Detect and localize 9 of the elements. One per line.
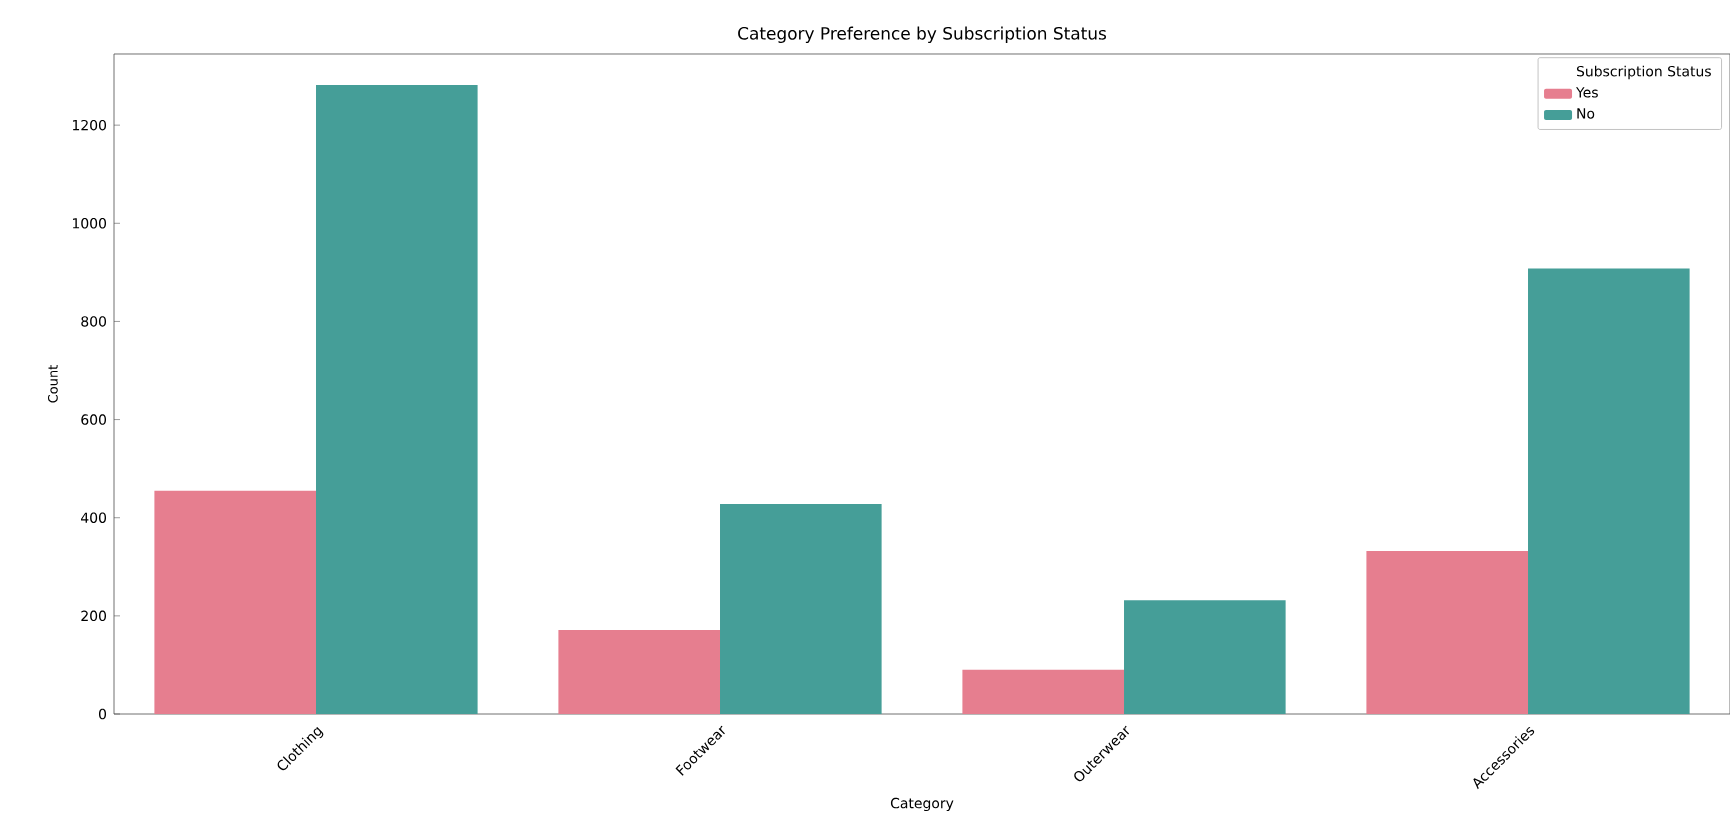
- bar: [1124, 600, 1286, 714]
- bar: [720, 503, 882, 714]
- bar: [558, 630, 721, 714]
- bar: [316, 84, 478, 714]
- bar: [1366, 551, 1529, 714]
- bar: [962, 669, 1125, 714]
- chart-title: Category Preference by Subscription Status: [738, 26, 1107, 44]
- bar: [154, 490, 316, 714]
- bar: [1528, 268, 1690, 714]
